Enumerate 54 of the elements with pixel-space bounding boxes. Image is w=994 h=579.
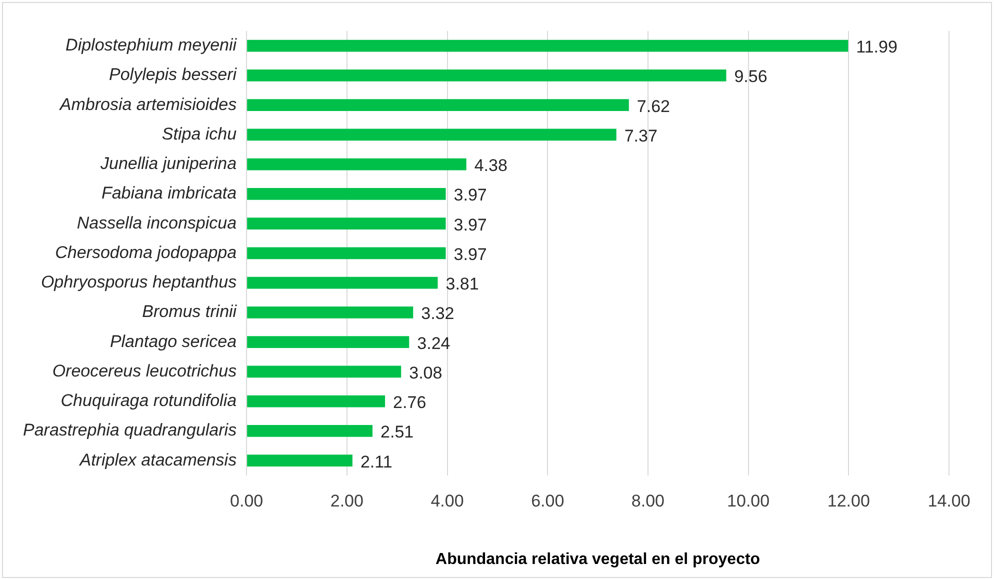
bar (247, 128, 616, 141)
x-tick-label: 10.00 (727, 491, 770, 510)
y-tick-label: Stipa ichu (162, 124, 238, 144)
data-label: 9.56 (734, 67, 768, 86)
y-tick-label: Nassella inconspicua (76, 213, 237, 232)
y-tick-label: Diplostephium meyenii (66, 36, 238, 55)
bar (247, 276, 438, 289)
bar (247, 99, 629, 111)
bar (247, 247, 446, 260)
x-tick-label: 2.00 (330, 491, 364, 510)
data-label: 3.24 (417, 334, 450, 353)
data-label: 7.37 (624, 126, 658, 146)
bar (247, 218, 446, 230)
bar (247, 70, 726, 82)
bar (247, 158, 466, 170)
data-label: 11.99 (856, 38, 898, 56)
bar (247, 425, 373, 437)
x-axis-title: Abundancia relativa vegetal en el proyecto (436, 550, 760, 568)
data-label: 3.97 (454, 186, 487, 205)
y-tick-label: Bromus trinii (142, 302, 238, 322)
y-tick-label: Junellia juniperina (99, 154, 237, 174)
bar (247, 306, 414, 318)
x-tick-label: 0.00 (230, 491, 264, 510)
data-label: 2.76 (393, 393, 426, 412)
x-tick-label: 8.00 (631, 491, 665, 510)
y-tick-label: Ophryosporus heptanthus (40, 272, 238, 292)
data-label: 3.32 (421, 304, 454, 324)
data-label: 3.81 (446, 274, 479, 294)
y-tick-label: Polylepis besseri (109, 65, 238, 84)
y-tick-label: Chuquiraga rotundifolia (60, 391, 237, 410)
data-label: 2.51 (380, 422, 414, 442)
bar (247, 40, 848, 52)
bar (247, 454, 352, 467)
x-tick-label: 12.00 (827, 491, 870, 510)
data-label: 7.62 (636, 96, 670, 116)
bar (247, 366, 402, 378)
y-tick-label: Parastrephia quadrangularis (22, 420, 238, 440)
y-tick-label: Ambrosia artemisioides (58, 94, 238, 114)
data-label: 3.97 (454, 215, 487, 234)
bar (247, 336, 410, 348)
x-tick-label: 14.00 (928, 491, 970, 510)
y-tick-label: Plantago sericea (110, 332, 237, 351)
data-label: 3.97 (454, 244, 487, 264)
data-label: 4.38 (474, 156, 508, 176)
data-label: 3.08 (409, 363, 442, 382)
x-tick-label: 6.00 (531, 491, 564, 510)
bar (247, 395, 386, 408)
y-tick-label: Oreocereus leucotrichus (52, 361, 238, 380)
y-tick-label: Fabiana imbricata (101, 184, 237, 203)
x-tick-label: 4.00 (430, 491, 464, 510)
y-tick-label: Atriplex atacamensis (78, 450, 238, 470)
bar (247, 188, 446, 200)
y-tick-label: Chersodoma jodopappa (55, 242, 237, 262)
data-label: 2.11 (360, 452, 392, 472)
